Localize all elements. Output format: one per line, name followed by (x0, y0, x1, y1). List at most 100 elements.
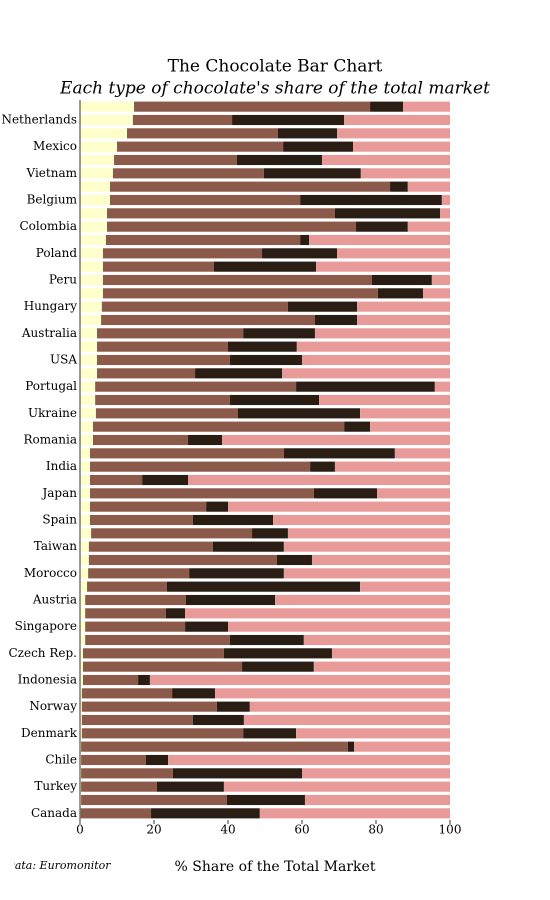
bar-segment (304, 794, 450, 806)
bar-segment (192, 714, 244, 726)
bar-segment (80, 581, 88, 592)
bar-segment (360, 408, 450, 419)
bar-segment (377, 488, 450, 499)
bar-segment (252, 528, 288, 539)
bar-segment (334, 461, 450, 472)
bar-segment (107, 221, 357, 232)
bar-segment (303, 634, 450, 646)
bar-segment (82, 661, 243, 672)
bar-segment (259, 808, 450, 819)
y-tick-label: Peru (49, 273, 77, 287)
bar-segment (228, 341, 297, 352)
bar-segment (168, 754, 450, 766)
bar-segment (80, 688, 82, 699)
bar-segment (319, 394, 450, 406)
bar-segment (223, 781, 450, 792)
bar-segment (263, 168, 361, 179)
bar-segment (287, 528, 450, 539)
chart-title: The Chocolate Bar Chart (168, 57, 383, 77)
bar-segment (309, 234, 450, 246)
bar-segment (302, 768, 450, 779)
x-tick-label: 100 (439, 823, 462, 837)
x-tick-label: 80 (368, 823, 383, 837)
bar-segment (91, 528, 253, 539)
bar-segment (357, 314, 450, 326)
bar-segment (354, 741, 450, 752)
bar-segment (283, 541, 450, 552)
bar-segment (89, 501, 207, 512)
bar-segment (242, 661, 314, 672)
bar-segment (81, 688, 173, 699)
y-tick-label: Portugal (25, 379, 77, 393)
bar-segment (431, 274, 450, 286)
bar-segment (356, 221, 408, 232)
y-tick-label: Japan (40, 486, 77, 500)
bar-segment (92, 421, 345, 432)
bar-segment (300, 194, 442, 206)
y-tick-label: Canada (31, 806, 77, 820)
y-tick-label: Romania (23, 433, 77, 447)
bar-segment (243, 328, 315, 339)
bar-segment (314, 328, 450, 339)
bar-segment (283, 448, 395, 459)
bar-segment (229, 634, 304, 646)
bar-segment (80, 488, 90, 499)
bar-segment (80, 168, 113, 179)
bar-segment (390, 181, 408, 192)
bar-segment (81, 714, 193, 726)
bar-segment (337, 248, 450, 259)
bar-segment (80, 541, 89, 552)
bar-segment (302, 354, 450, 366)
bar-segment (112, 168, 264, 179)
bar-segment (101, 314, 315, 326)
bar-segment (80, 114, 133, 126)
bar-segment (434, 381, 450, 392)
bar-segment (107, 208, 335, 219)
bar-segment (189, 568, 284, 579)
bar-segment (296, 381, 435, 392)
bar-segment (89, 448, 284, 459)
bar-segment (206, 501, 228, 512)
bar-segment (172, 768, 302, 779)
bar-segment (85, 608, 166, 619)
bar-segment (145, 754, 169, 766)
bar-segment (80, 128, 127, 139)
bar-segment (80, 208, 108, 219)
bar-segment (80, 528, 92, 539)
bar-segment (277, 128, 338, 139)
bar-segment (262, 248, 338, 259)
bar-segment (97, 368, 196, 379)
bar-segment (80, 368, 98, 379)
y-tick-label: Singapore (15, 619, 77, 633)
bar-segment (134, 101, 371, 112)
y-tick-label: Australia (21, 326, 77, 340)
bar-segment (80, 554, 89, 566)
bar-segment (80, 434, 93, 446)
bar-segment (185, 594, 275, 606)
bar-segment (80, 648, 83, 659)
bar-segment (80, 568, 89, 579)
bar-segment (89, 474, 143, 486)
bar-segment (114, 154, 237, 166)
bar-segment (229, 354, 302, 366)
bar-segment (89, 488, 314, 499)
y-tick-label: Denmark (21, 726, 78, 740)
bar-segment (80, 768, 82, 779)
bar-segment (97, 354, 230, 366)
x-axis-label: % Share of the Total Market (175, 859, 376, 875)
bar-segment (80, 661, 83, 672)
bar-segment (311, 554, 450, 566)
bar-segment (403, 101, 450, 112)
bar-segment (80, 741, 82, 752)
y-tick-label: Turkey (34, 779, 77, 793)
bar-segment (237, 408, 361, 419)
bar-segment (80, 808, 152, 819)
y-tick-label: Vietnam (26, 166, 78, 180)
bar-segment (80, 261, 103, 272)
bar-segment (441, 194, 450, 206)
x-tick-label: 0 (76, 823, 84, 837)
bar-segment (80, 621, 86, 632)
bar-segment (82, 674, 139, 686)
bar-segment (80, 141, 117, 152)
